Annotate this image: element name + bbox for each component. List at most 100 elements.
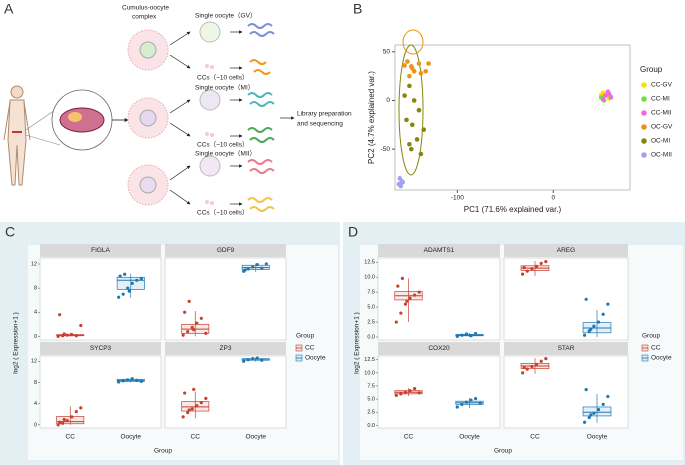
point <box>121 292 125 296</box>
point <box>135 378 139 382</box>
facet-frame <box>377 257 501 341</box>
legend-swatch <box>641 124 647 130</box>
point <box>62 332 66 336</box>
y-tick-label: 7.5 <box>367 290 375 296</box>
x-tick-label: CC <box>191 434 201 441</box>
legend-swatch <box>641 96 647 102</box>
facet-title: STAR <box>558 345 575 352</box>
point <box>601 402 605 406</box>
facet-title: SYCP3 <box>90 345 112 352</box>
point <box>139 379 143 384</box>
point <box>181 333 185 337</box>
facet-title: FIGLA <box>91 247 110 254</box>
point <box>404 117 409 123</box>
oocyte-label: Single oocyte（MII） <box>195 150 256 158</box>
point <box>79 323 83 328</box>
panel-label: D <box>348 224 358 240</box>
strip <box>504 342 628 355</box>
point <box>589 327 593 331</box>
y-tick-label: 4 <box>34 401 37 407</box>
point <box>251 357 255 361</box>
legend-swatch <box>641 152 647 158</box>
y-axis-title: PC2 (4.7% explained var.) <box>367 71 376 164</box>
y-tick-label: 7.5 <box>367 383 375 389</box>
x-tick-label: Oocyte <box>587 434 608 441</box>
panel-label: B <box>353 1 362 17</box>
point <box>423 68 428 74</box>
oocyte-label: Single oocyte（GV） <box>195 12 256 20</box>
y-tick-label: 4 <box>34 310 37 316</box>
point <box>126 378 130 382</box>
point <box>539 359 543 363</box>
point <box>602 93 608 98</box>
legend-title: Group <box>642 333 660 340</box>
output-label: Library preparation <box>297 111 352 118</box>
point <box>58 313 62 317</box>
point <box>583 333 587 337</box>
legend-label: CC <box>651 345 661 352</box>
point <box>246 267 250 271</box>
panel-a: A <box>3 1 352 217</box>
x-tick-label: 0 <box>551 195 555 202</box>
cc-label: CCs（~10 cells） <box>197 141 248 149</box>
point <box>426 61 431 66</box>
point <box>181 415 185 419</box>
point <box>606 394 610 399</box>
point <box>242 359 246 363</box>
point <box>204 331 208 335</box>
point <box>530 364 534 369</box>
x-tick-label: CC <box>404 434 414 441</box>
point <box>398 183 404 189</box>
facet-frame <box>164 257 287 341</box>
point <box>399 392 403 396</box>
point <box>587 415 591 420</box>
point <box>118 274 122 278</box>
box <box>56 416 85 425</box>
point <box>251 265 255 269</box>
point <box>243 268 247 272</box>
cc-label: CCs（~10 cells） <box>197 74 248 82</box>
point <box>65 418 69 423</box>
point <box>584 297 588 301</box>
point <box>469 398 473 402</box>
oocytes <box>199 21 221 205</box>
point <box>183 391 187 395</box>
x-tick-label: CC <box>530 434 540 441</box>
point <box>544 259 548 264</box>
point <box>190 407 194 411</box>
y-tick-label: 12 <box>31 359 37 365</box>
point <box>407 141 412 147</box>
legend-swatch <box>641 138 647 144</box>
y-tick-label: 2.5 <box>367 319 375 325</box>
facet-frame <box>39 355 162 429</box>
point <box>117 380 121 384</box>
point <box>601 312 605 316</box>
point <box>530 267 534 271</box>
point <box>474 331 478 336</box>
point <box>123 272 127 276</box>
facet-frame <box>503 257 629 341</box>
point <box>127 289 131 293</box>
point <box>192 328 196 332</box>
point <box>596 408 601 412</box>
point <box>414 137 420 142</box>
point <box>583 420 587 424</box>
panel-label: A <box>4 1 14 17</box>
legend-swatch <box>641 82 647 88</box>
y-tick-label: 0.0 <box>367 423 375 429</box>
strip <box>40 244 161 257</box>
point <box>413 386 417 391</box>
point <box>460 333 464 337</box>
y-tick-label: 50 <box>383 49 391 56</box>
point <box>521 371 525 375</box>
point <box>407 73 412 79</box>
point <box>65 333 69 337</box>
strip <box>40 342 161 355</box>
point <box>608 95 614 100</box>
point <box>255 263 259 267</box>
point <box>79 406 83 410</box>
point <box>56 423 60 427</box>
complex-label: complex <box>132 14 157 21</box>
point <box>394 393 398 398</box>
